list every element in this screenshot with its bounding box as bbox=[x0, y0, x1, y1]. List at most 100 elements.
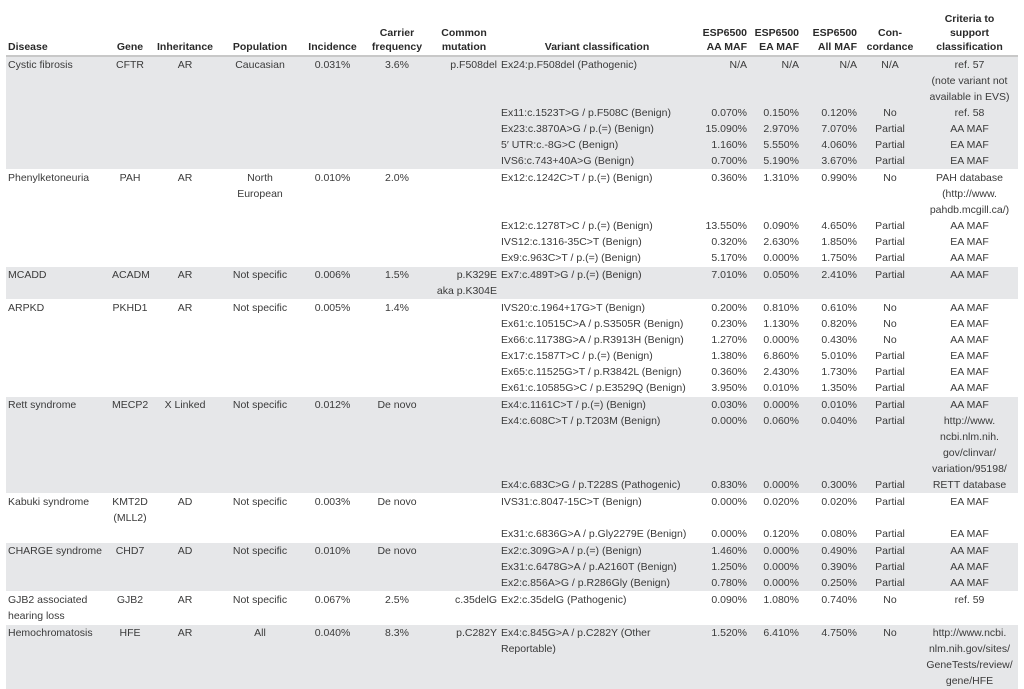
cell-incidence: 0.040% bbox=[300, 625, 365, 689]
cell-carrier-frequency: De novo bbox=[365, 543, 429, 560]
cell-aa-maf: 0.070% bbox=[695, 105, 749, 121]
cell-common-mutation bbox=[429, 559, 499, 575]
cell-ea-maf: 6.860% bbox=[749, 348, 801, 364]
cell-common-mutation bbox=[429, 218, 499, 234]
cell-population bbox=[220, 137, 300, 153]
cell-carrier-frequency bbox=[365, 332, 429, 348]
cell-inheritance bbox=[150, 413, 220, 477]
table-row: Ex61:c.10515C>A / p.S3505R (Benign)0.230… bbox=[6, 316, 1018, 332]
table-row: Ex23:c.3870A>G / p.(=) (Benign)15.090%2.… bbox=[6, 121, 1018, 137]
cell-common-mutation bbox=[429, 543, 499, 560]
cell-concordance: Partial bbox=[859, 494, 921, 527]
cell-inheritance bbox=[150, 153, 220, 170]
cell-aa-maf: 1.520% bbox=[695, 625, 749, 689]
cell-concordance: Partial bbox=[859, 477, 921, 494]
cell-aa-maf: 0.000% bbox=[695, 526, 749, 543]
cell-inheritance bbox=[150, 364, 220, 380]
cell-disease: Phenylketoneuria bbox=[6, 170, 110, 219]
table-row: Ex2:c.856A>G / p.R286Gly (Benign)0.780%0… bbox=[6, 575, 1018, 592]
cell-disease: Kabuki syndrome bbox=[6, 494, 110, 527]
cell-carrier-frequency bbox=[365, 153, 429, 170]
cell-common-mutation: p.K329E aka p.K304E bbox=[429, 267, 499, 300]
cell-carrier-frequency bbox=[365, 380, 429, 397]
cell-common-mutation: c.35delG bbox=[429, 592, 499, 625]
cell-all-maf: 7.070% bbox=[801, 121, 859, 137]
cell-concordance: Partial bbox=[859, 348, 921, 364]
cell-variant: Ex66:c.11738G>A / p.R3913H (Benign) bbox=[499, 332, 695, 348]
cell-population bbox=[220, 332, 300, 348]
cell-all-maf: 0.120% bbox=[801, 105, 859, 121]
cell-disease bbox=[6, 526, 110, 543]
cell-criteria: EA MAF bbox=[921, 494, 1018, 527]
cell-variant: Ex24:p.F508del (Pathogenic) bbox=[499, 56, 695, 105]
cell-gene bbox=[110, 477, 150, 494]
cell-incidence: 0.005% bbox=[300, 300, 365, 317]
cell-disease bbox=[6, 153, 110, 170]
cell-all-maf: 0.010% bbox=[801, 397, 859, 414]
cell-variant: Ex2:c.856A>G / p.R286Gly (Benign) bbox=[499, 575, 695, 592]
cell-criteria: EA MAF bbox=[921, 137, 1018, 153]
table-row: Ex61:c.10585G>C / p.E3529Q (Benign)3.950… bbox=[6, 380, 1018, 397]
header-criteria: Criteria to support classification bbox=[921, 12, 1018, 56]
cell-aa-maf: 0.360% bbox=[695, 170, 749, 219]
table-row: IVS12:c.1316-35C>T (Benign)0.320%2.630%1… bbox=[6, 234, 1018, 250]
cell-common-mutation: p.F508del bbox=[429, 56, 499, 105]
cell-ea-maf: 0.000% bbox=[749, 332, 801, 348]
cell-criteria: AA MAF bbox=[921, 543, 1018, 560]
cell-carrier-frequency bbox=[365, 575, 429, 592]
cell-all-maf: 4.750% bbox=[801, 625, 859, 689]
table-row: Ex31:c.6836G>A / p.Gly2279E (Benign)0.00… bbox=[6, 526, 1018, 543]
cell-variant: Ex4:c.608C>T / p.T203M (Benign) bbox=[499, 413, 695, 477]
cell-ea-maf: 0.090% bbox=[749, 218, 801, 234]
cell-incidence bbox=[300, 477, 365, 494]
cell-gene bbox=[110, 380, 150, 397]
cell-inheritance: AR bbox=[150, 267, 220, 300]
cell-disease bbox=[6, 413, 110, 477]
cell-common-mutation bbox=[429, 153, 499, 170]
cell-aa-maf: N/A bbox=[695, 56, 749, 105]
table-row: Ex4:c.608C>T / p.T203M (Benign)0.000%0.0… bbox=[6, 413, 1018, 477]
cell-gene bbox=[110, 413, 150, 477]
cell-inheritance bbox=[150, 137, 220, 153]
cell-concordance: Partial bbox=[859, 137, 921, 153]
cell-carrier-frequency: 2.5% bbox=[365, 592, 429, 625]
cell-disease: Cystic fibrosis bbox=[6, 56, 110, 105]
cell-variant: Ex12:c.1278T>C / p.(=) (Benign) bbox=[499, 218, 695, 234]
cell-population: Not specific bbox=[220, 592, 300, 625]
cell-disease: MCADD bbox=[6, 267, 110, 300]
cell-all-maf: 0.740% bbox=[801, 592, 859, 625]
cell-variant: Ex2:c.309G>A / p.(=) (Benign) bbox=[499, 543, 695, 560]
cell-variant: Ex17:c.1587T>C / p.(=) (Benign) bbox=[499, 348, 695, 364]
table-row: Ex12:c.1278T>C / p.(=) (Benign)13.550%0.… bbox=[6, 218, 1018, 234]
cell-incidence bbox=[300, 364, 365, 380]
cell-carrier-frequency bbox=[365, 105, 429, 121]
cell-criteria: AA MAF bbox=[921, 300, 1018, 317]
cell-concordance: No bbox=[859, 300, 921, 317]
cell-incidence bbox=[300, 105, 365, 121]
cell-incidence bbox=[300, 234, 365, 250]
cell-variant: Ex12:c.1242C>T / p.(=) (Benign) bbox=[499, 170, 695, 219]
cell-common-mutation bbox=[429, 105, 499, 121]
cell-aa-maf: 0.360% bbox=[695, 364, 749, 380]
cell-aa-maf: 0.230% bbox=[695, 316, 749, 332]
table-row: 5′ UTR:c.-8G>C (Benign)1.160%5.550%4.060… bbox=[6, 137, 1018, 153]
cell-carrier-frequency: De novo bbox=[365, 494, 429, 527]
table-row: Ex17:c.1587T>C / p.(=) (Benign)1.380%6.8… bbox=[6, 348, 1018, 364]
cell-criteria: EA MAF bbox=[921, 234, 1018, 250]
cell-all-maf: 2.410% bbox=[801, 267, 859, 300]
header-common-mutation: Common mutation bbox=[429, 12, 499, 56]
cell-concordance: Partial bbox=[859, 380, 921, 397]
header-ea-maf: ESP6500 EA MAF bbox=[749, 12, 801, 56]
cell-carrier-frequency bbox=[365, 364, 429, 380]
cell-aa-maf: 0.030% bbox=[695, 397, 749, 414]
cell-incidence bbox=[300, 316, 365, 332]
cell-carrier-frequency bbox=[365, 218, 429, 234]
cell-carrier-frequency bbox=[365, 137, 429, 153]
header-population: Population bbox=[220, 12, 300, 56]
cell-aa-maf: 7.010% bbox=[695, 267, 749, 300]
cell-gene bbox=[110, 316, 150, 332]
cell-disease bbox=[6, 477, 110, 494]
